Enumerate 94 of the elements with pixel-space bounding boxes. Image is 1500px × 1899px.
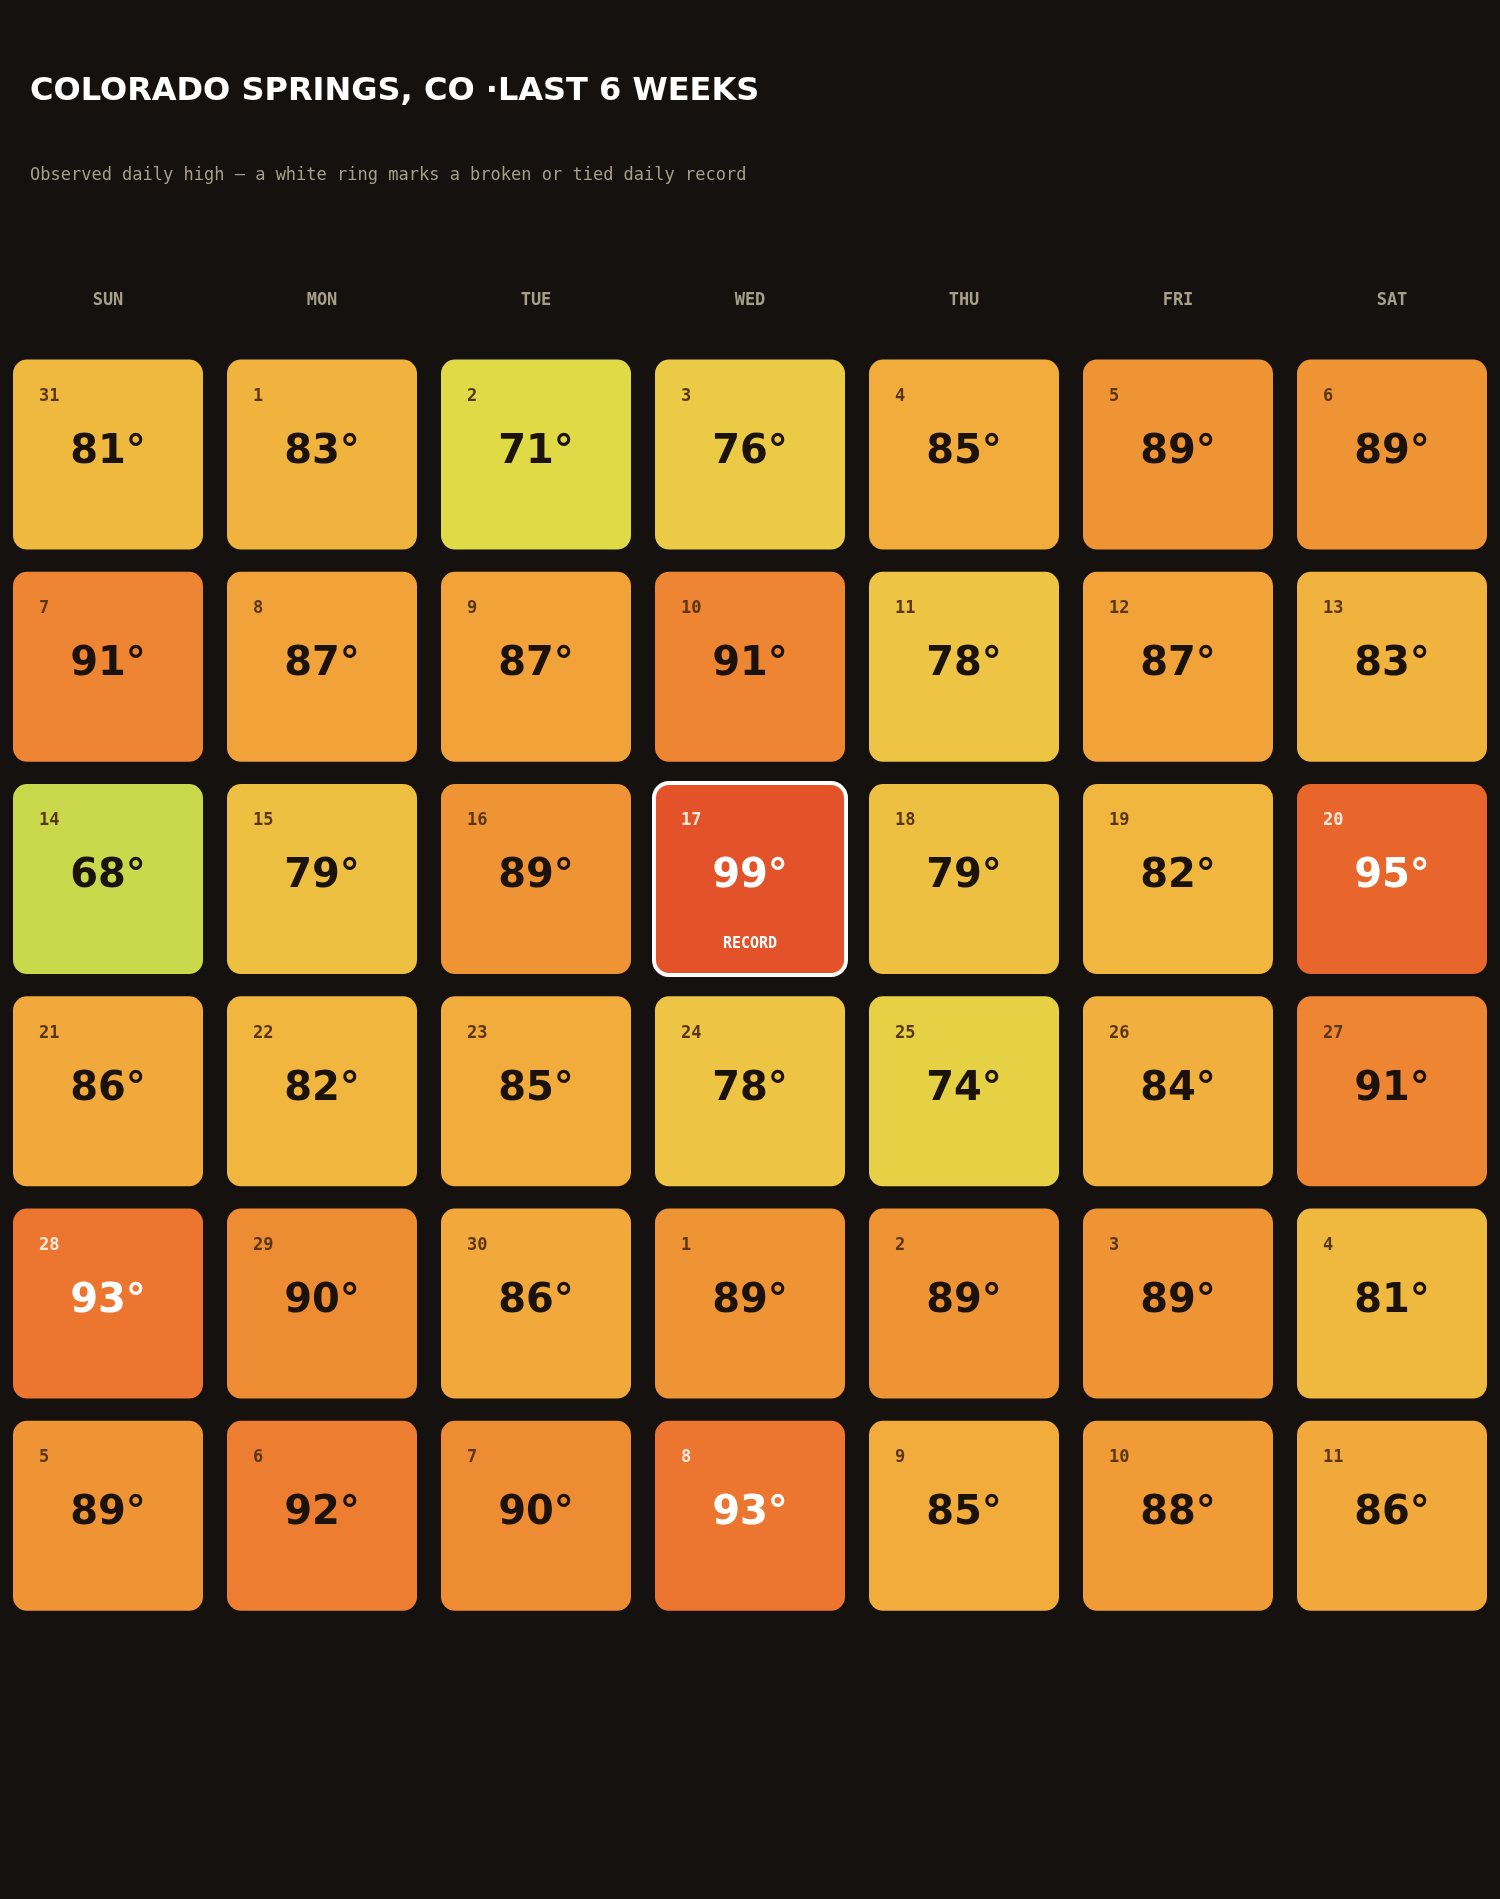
data-label: 87° [284,638,360,685]
data-label: 86° [1354,1487,1430,1534]
annotation: 11 [1323,1446,1344,1467]
annotation: 10 [681,597,702,618]
annotation: 7 [467,1446,478,1467]
annotation: 12 [1109,597,1130,618]
annotation: 1 [681,1234,692,1255]
annotation: 30 [467,1234,488,1255]
data-label: 89° [1140,425,1216,472]
data-label: 99° [712,850,788,897]
data-label: 78° [926,638,1002,685]
annotation: 24 [681,1021,702,1042]
chart-title: COLORADO SPRINGS, CO ·LAST 6 WEEKS [30,70,760,108]
data-label: 91° [712,638,788,685]
data-label: 93° [712,1487,788,1534]
chart-subtitle: Observed daily high — a white ring marks a broken or tied daily record [30,164,747,184]
annotation: 2 [895,1234,906,1255]
data-label: 81° [70,425,146,472]
data-label: 89° [1140,1274,1216,1321]
data-label: 91° [70,638,146,685]
annotation: 20 [1323,809,1344,830]
data-label: 76° [712,425,788,472]
data-label: 84° [1140,1062,1216,1109]
data-label: 93° [70,1274,146,1321]
annotation: RECORD [722,933,778,952]
data-label: 74° [926,1062,1002,1109]
x-tick-label: MON [306,288,338,309]
annotation: 25 [895,1021,916,1042]
data-label: 89° [926,1274,1002,1321]
data-label: 81° [1354,1274,1430,1321]
annotation: 8 [253,597,264,618]
annotation: 10 [1109,1446,1130,1467]
data-label: 89° [712,1274,788,1321]
data-label: 85° [498,1062,574,1109]
annotation: 4 [895,384,906,405]
data-label: 85° [926,425,1002,472]
data-label: 89° [70,1487,146,1534]
annotation: 5 [1109,384,1120,405]
x-tick-label: SUN [92,288,124,309]
annotation: 3 [681,384,692,405]
annotation: 31 [39,384,60,405]
data-label: 79° [926,850,1002,897]
annotation: 13 [1323,597,1344,618]
annotation: 14 [39,809,60,830]
annotation: 15 [253,809,274,830]
data-label: 90° [284,1274,360,1321]
annotation: 5 [39,1446,50,1467]
x-tick-label: SAT [1376,288,1408,309]
annotation: 2 [467,384,478,405]
annotation: 6 [253,1446,264,1467]
annotation: 8 [681,1446,692,1467]
data-label: 82° [1140,850,1216,897]
annotation: 16 [467,809,488,830]
annotation: 6 [1323,384,1334,405]
x-tick-label: TUE [520,288,552,309]
annotation: 28 [39,1234,60,1255]
data-label: 87° [1140,638,1216,685]
data-label: 88° [1140,1487,1216,1534]
annotation: 3 [1109,1234,1120,1255]
annotation: 17 [681,809,702,830]
annotation: 7 [39,597,50,618]
annotation: 1 [253,384,264,405]
data-label: 82° [284,1062,360,1109]
annotation: 9 [467,597,478,618]
annotation: 4 [1323,1234,1334,1255]
data-label: 92° [284,1487,360,1534]
data-label: 83° [284,425,360,472]
annotation: 9 [895,1446,906,1467]
data-label: 79° [284,850,360,897]
annotation: 26 [1109,1021,1130,1042]
x-tick-label: WED [734,288,766,309]
data-label: 86° [498,1274,574,1321]
data-label: 71° [498,425,574,472]
data-label: 89° [498,850,574,897]
annotation: 18 [895,809,916,830]
data-label: 83° [1354,638,1430,685]
annotation: 19 [1109,809,1130,830]
data-label: 90° [498,1487,574,1534]
data-label: 95° [1354,850,1430,897]
annotation: 23 [467,1021,488,1042]
annotation: 11 [895,597,916,618]
annotation: 29 [253,1234,274,1255]
data-label: 78° [712,1062,788,1109]
annotation: 21 [39,1021,60,1042]
data-label: 68° [70,850,146,897]
annotation: 27 [1323,1021,1344,1042]
annotation: 22 [253,1021,274,1042]
data-label: 85° [926,1487,1002,1534]
x-tick-label: FRI [1162,288,1194,309]
x-tick-label: THU [948,288,980,309]
data-label: 89° [1354,425,1430,472]
data-label: 87° [498,638,574,685]
data-label: 91° [1354,1062,1430,1109]
data-label: 86° [70,1062,146,1109]
